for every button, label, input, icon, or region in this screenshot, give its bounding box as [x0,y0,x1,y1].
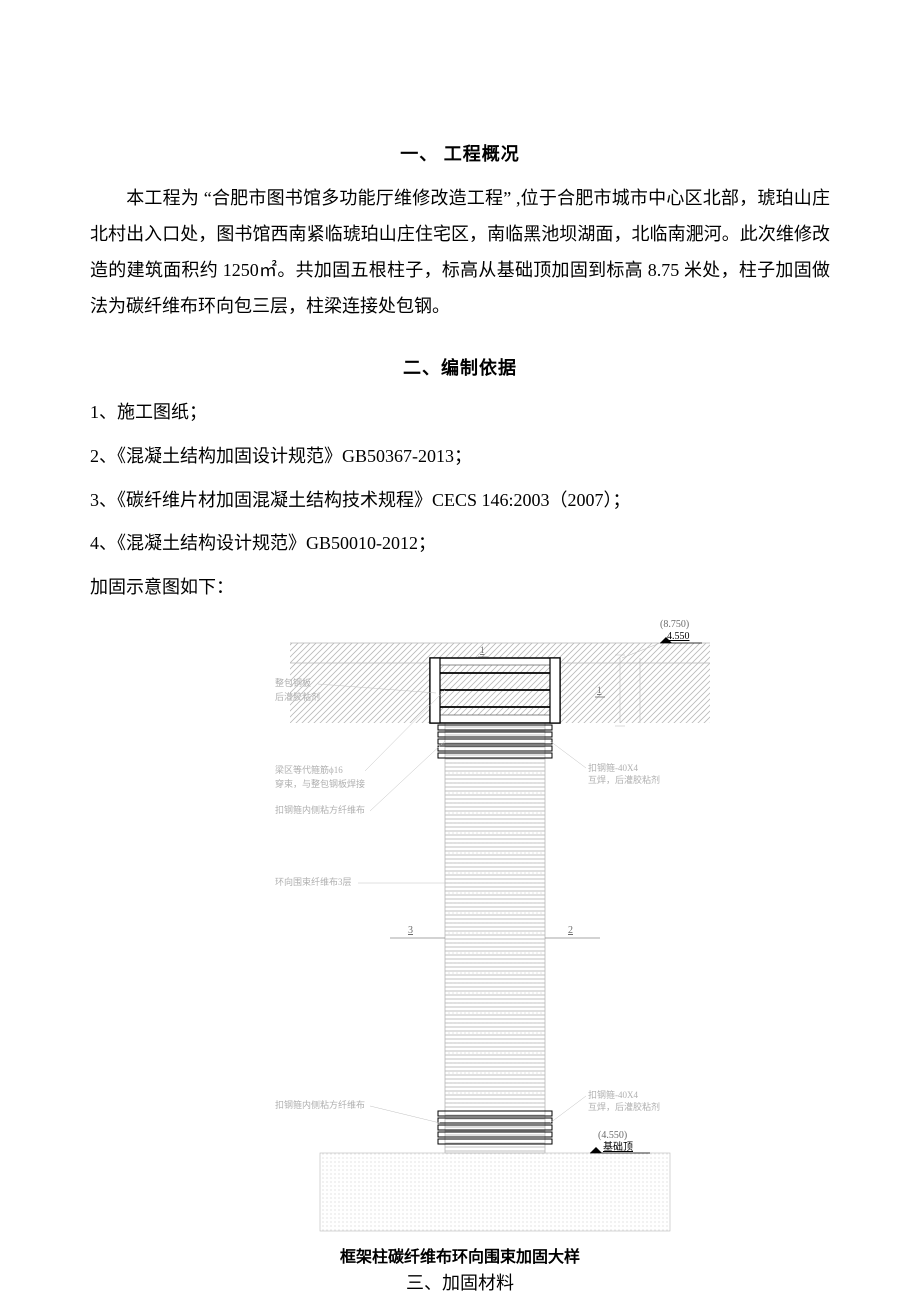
section2-heading: 二、编制依据 [90,354,830,380]
section1-heading: 一、 工程概况 [90,140,830,166]
document-page: 一、 工程概况 本工程为 “合肥市图书馆多功能厅维修改造工程” ,位于合肥市城市… [0,0,920,1302]
diagram-caption: 框架柱碳纤维布环向围束加固大样 [90,1243,830,1267]
svg-text:基础顶: 基础顶 [603,1140,633,1153]
reinforcement-diagram: (8.750) 4.550 (4.550) 基础顶 1 1 [190,613,730,1233]
section1-paragraph: 本工程为 “合肥市图书馆多功能厅维修改造工程” ,位于合肥市城市中心区北部，琥珀… [90,180,830,324]
svg-text:3: 3 [408,925,413,936]
left-label-2: 后灌胶粘剂 [275,691,320,702]
left-label-1: 整包钢板 [275,677,311,688]
section2-item-3: 3、《碳纤维片材加固混凝土结构技术规程》CECS 146:2003（2007）； [90,482,830,520]
svg-text:1: 1 [597,685,602,695]
left-label-3: 梁区等代箍筋ϕ16 [275,764,343,775]
svg-text:4.550: 4.550 [667,631,690,642]
left-label-7: 扣钢箍内侧粘方纤维布 [275,1099,365,1110]
right-label-2: 互焊，后灌胶粘剂 [588,774,660,785]
svg-text:(8.750): (8.750) [660,619,689,630]
diagram-container: (8.750) 4.550 (4.550) 基础顶 1 1 [90,613,830,1295]
section2-note: 加固示意图如下： [90,569,830,607]
section2-item-2: 2、《混凝土结构加固设计规范》GB50367-2013； [90,438,830,476]
section2-item-4: 4、《混凝土结构设计规范》GB50010-2012； [90,525,830,563]
left-label-6: 环向围束纤维布3层 [275,876,352,887]
section2-item-1: 1、施工图纸； [90,394,830,432]
right-label-3: 扣钢箍-40X4 [588,1089,638,1100]
svg-text:2: 2 [568,925,573,936]
left-label-5: 扣钢箍内侧粘方纤维布 [275,804,365,815]
bottom-elevation: (4.550) 基础顶 [590,1130,650,1153]
section3-heading: 三、加固材料 [90,1269,830,1295]
section1-paragraph-text: 本工程为 “合肥市图书馆多功能厅维修改造工程” ,位于合肥市城市中心区北部，琥珀… [90,188,830,316]
svg-text:1: 1 [480,645,485,655]
left-label-4: 穿束，与整包钢板焊接 [275,778,365,789]
right-label-1: 扣钢箍-40X4 [588,762,638,773]
svg-text:(4.550): (4.550) [598,1130,627,1141]
right-label-4: 互焊，后灌胶粘剂 [588,1101,660,1112]
